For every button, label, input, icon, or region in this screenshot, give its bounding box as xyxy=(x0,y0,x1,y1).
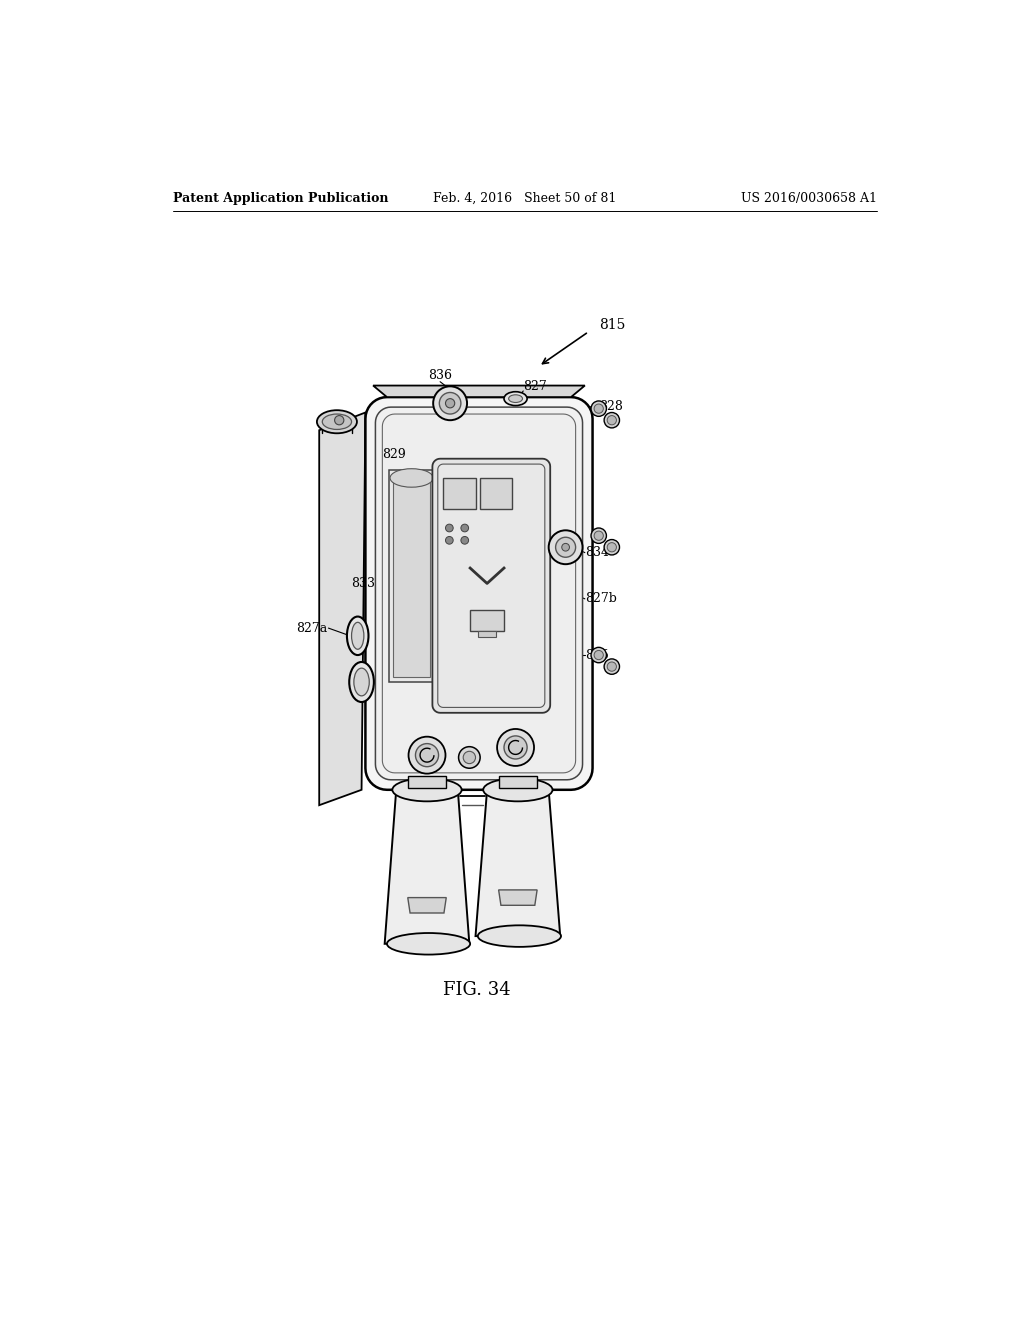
Polygon shape xyxy=(408,776,446,788)
Polygon shape xyxy=(478,631,497,638)
Circle shape xyxy=(604,659,620,675)
Ellipse shape xyxy=(504,392,527,405)
Polygon shape xyxy=(499,776,538,788)
Ellipse shape xyxy=(351,622,364,649)
Ellipse shape xyxy=(392,779,462,801)
Text: FIG. 34: FIG. 34 xyxy=(443,981,511,999)
Text: Feb. 4, 2016   Sheet 50 of 81: Feb. 4, 2016 Sheet 50 of 81 xyxy=(433,191,616,205)
Ellipse shape xyxy=(390,469,433,487)
Circle shape xyxy=(445,399,455,408)
Text: 827b: 827b xyxy=(585,593,616,606)
Text: 828: 828 xyxy=(599,400,623,413)
Ellipse shape xyxy=(316,411,357,433)
Text: 836: 836 xyxy=(428,370,453,381)
Polygon shape xyxy=(393,475,430,677)
Circle shape xyxy=(607,416,616,425)
Text: 829: 829 xyxy=(383,449,407,462)
Polygon shape xyxy=(366,397,593,789)
Circle shape xyxy=(594,531,603,540)
Circle shape xyxy=(607,543,616,552)
Text: US 2016/0030658 A1: US 2016/0030658 A1 xyxy=(741,191,878,205)
Polygon shape xyxy=(376,407,583,780)
Circle shape xyxy=(463,751,475,763)
Circle shape xyxy=(461,536,469,544)
Ellipse shape xyxy=(349,663,374,702)
Text: Patent Application Publication: Patent Application Publication xyxy=(173,191,388,205)
Circle shape xyxy=(445,524,454,532)
Circle shape xyxy=(594,404,603,413)
Ellipse shape xyxy=(509,395,522,403)
Circle shape xyxy=(409,737,445,774)
Polygon shape xyxy=(319,412,366,805)
Polygon shape xyxy=(443,478,475,508)
Polygon shape xyxy=(470,610,504,631)
Circle shape xyxy=(556,537,575,557)
Circle shape xyxy=(591,647,606,663)
Circle shape xyxy=(591,401,606,416)
Polygon shape xyxy=(388,470,435,682)
Polygon shape xyxy=(385,789,469,944)
Circle shape xyxy=(607,663,616,671)
Text: 833: 833 xyxy=(351,577,376,590)
Text: 827a: 827a xyxy=(296,622,327,635)
Circle shape xyxy=(604,540,620,554)
Polygon shape xyxy=(480,478,512,508)
Circle shape xyxy=(335,416,344,425)
Ellipse shape xyxy=(323,414,351,429)
Circle shape xyxy=(439,392,461,414)
Polygon shape xyxy=(373,385,585,397)
Circle shape xyxy=(504,737,527,759)
Ellipse shape xyxy=(354,668,370,696)
Ellipse shape xyxy=(347,616,369,655)
Circle shape xyxy=(604,412,620,428)
Text: 827: 827 xyxy=(523,380,547,393)
Polygon shape xyxy=(438,465,545,708)
Circle shape xyxy=(459,747,480,768)
Polygon shape xyxy=(432,459,550,713)
Text: 835: 835 xyxy=(585,648,608,661)
Ellipse shape xyxy=(478,925,561,946)
Text: 834: 834 xyxy=(585,546,609,560)
Polygon shape xyxy=(382,414,575,774)
Circle shape xyxy=(461,524,469,532)
Polygon shape xyxy=(499,890,538,906)
Circle shape xyxy=(594,651,603,660)
Circle shape xyxy=(433,387,467,420)
Polygon shape xyxy=(475,789,560,936)
Ellipse shape xyxy=(483,779,553,801)
Circle shape xyxy=(562,544,569,552)
Ellipse shape xyxy=(387,933,470,954)
Text: 815: 815 xyxy=(599,318,625,333)
Circle shape xyxy=(591,528,606,544)
Circle shape xyxy=(445,536,454,544)
Circle shape xyxy=(416,743,438,767)
Polygon shape xyxy=(408,898,446,913)
Circle shape xyxy=(549,531,583,564)
Circle shape xyxy=(497,729,535,766)
